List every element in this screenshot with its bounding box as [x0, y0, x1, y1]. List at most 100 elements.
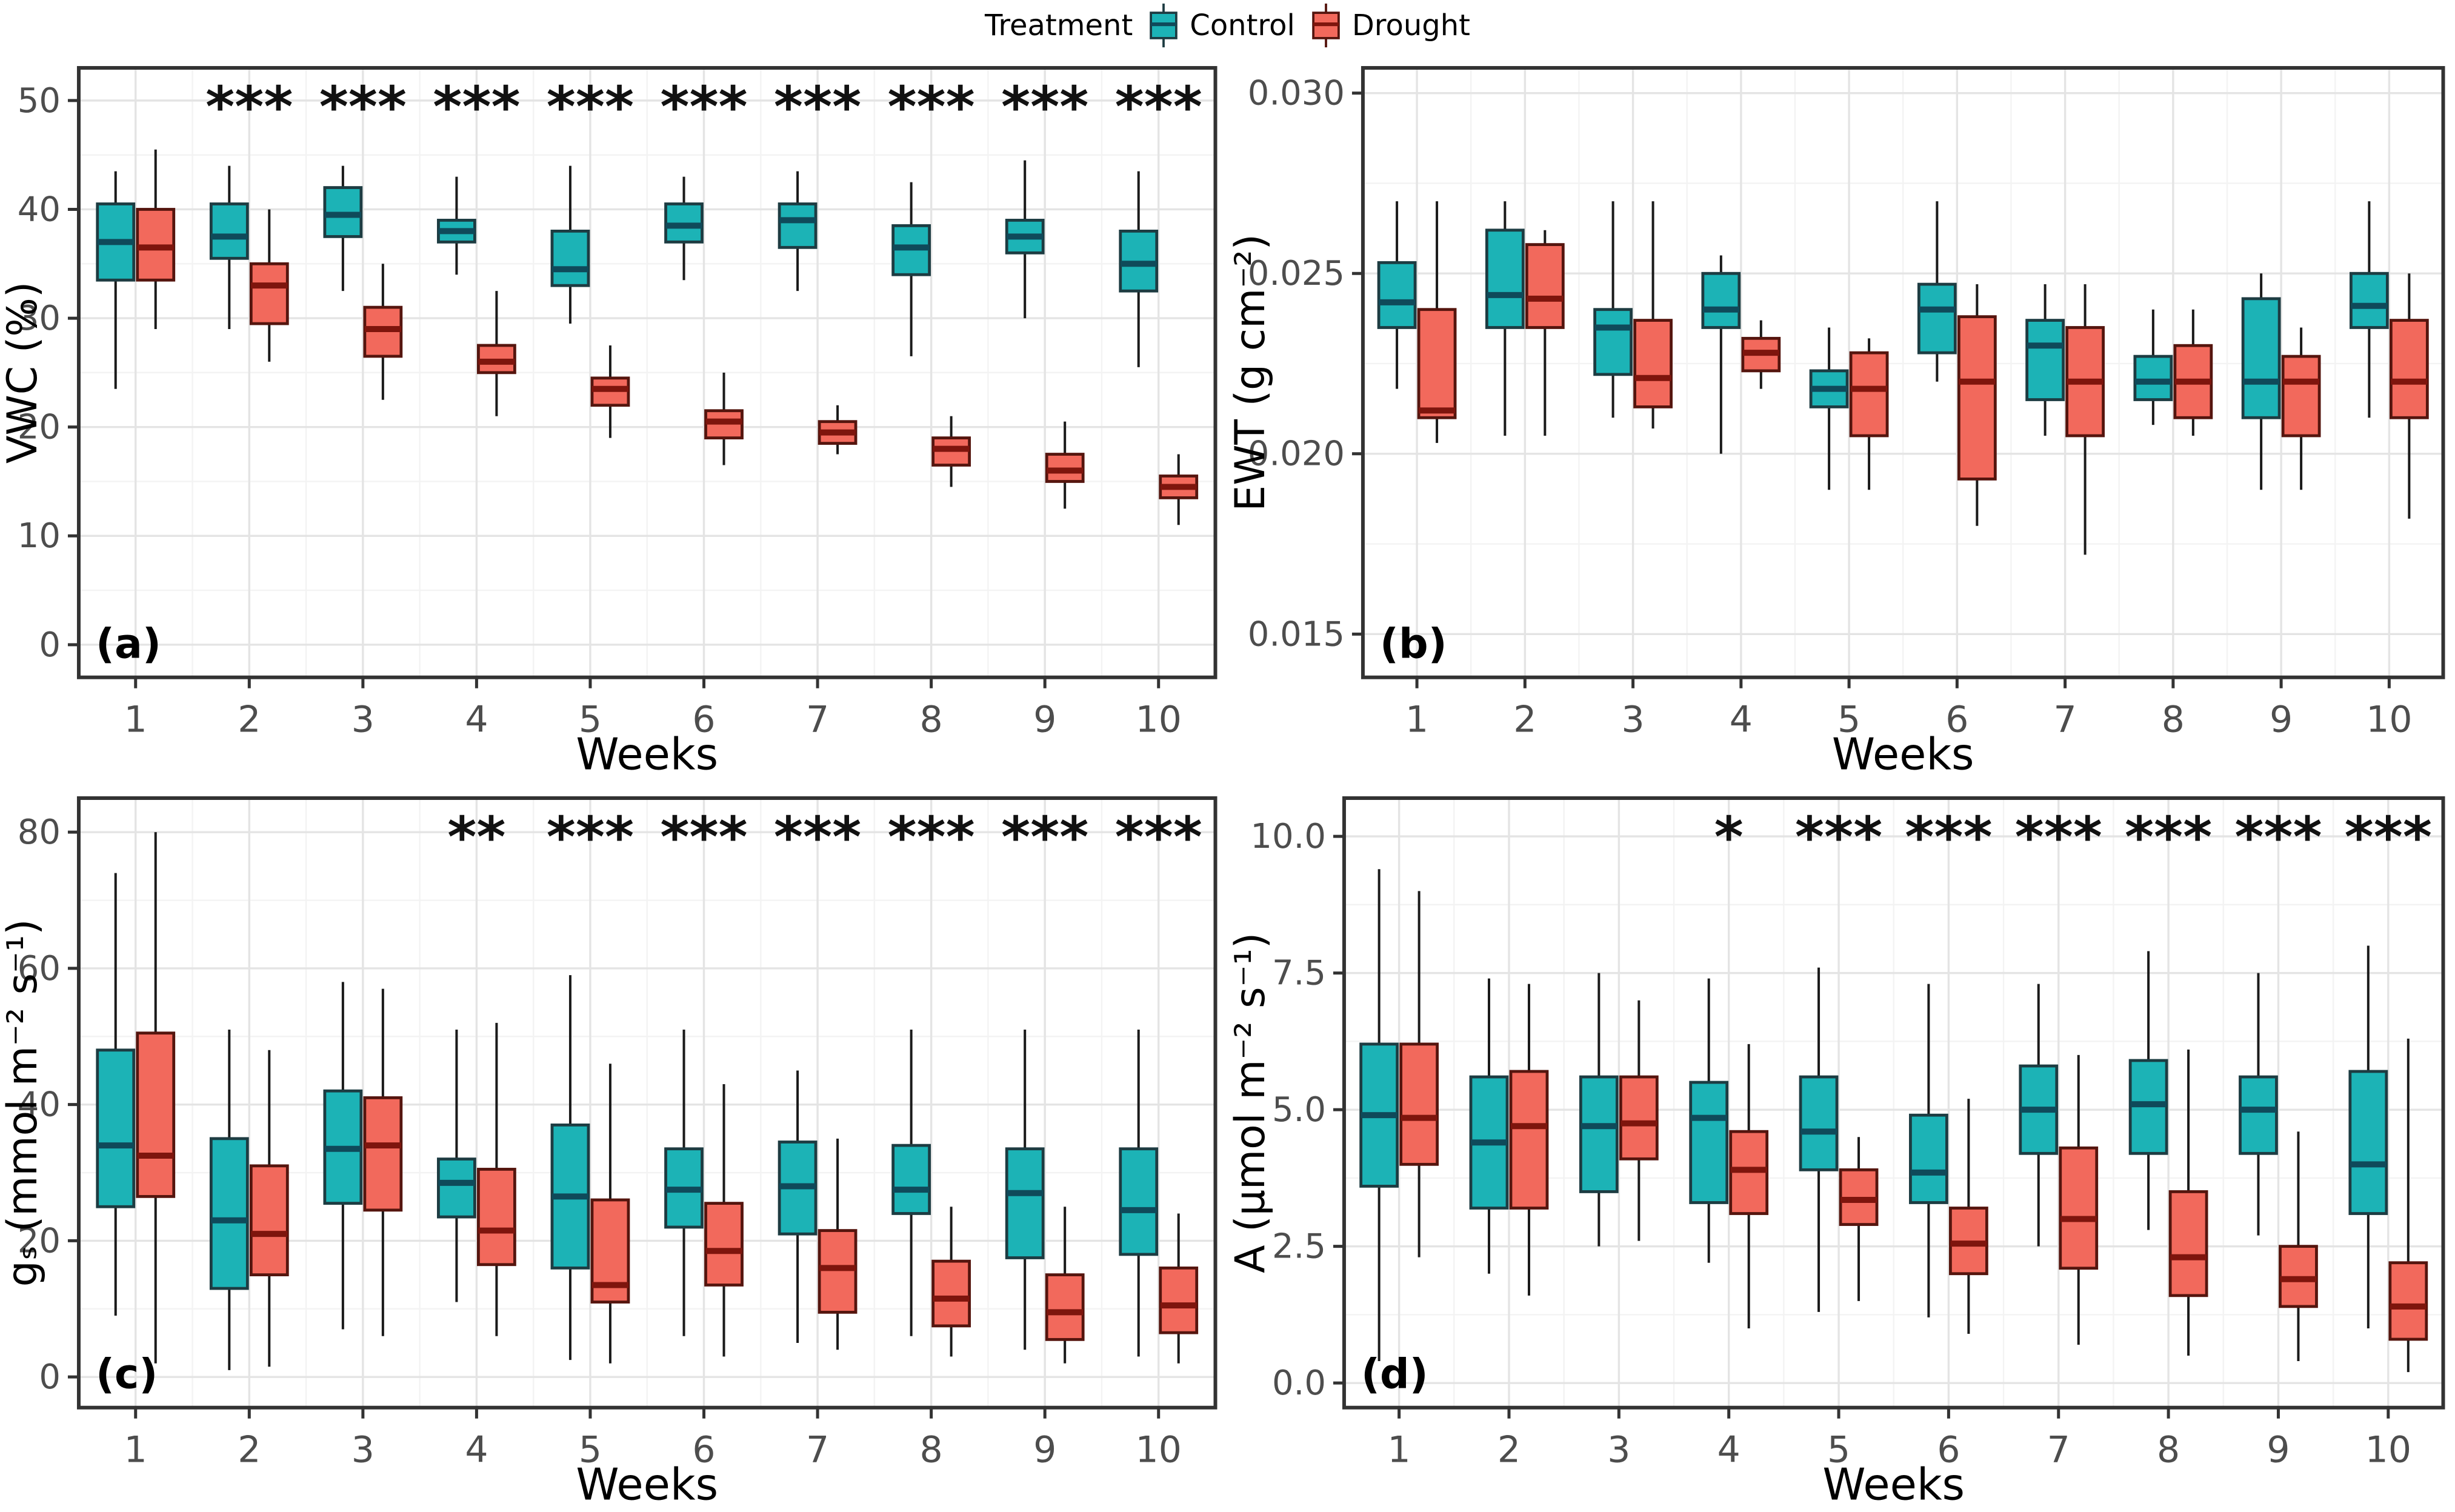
box-drought-week-6: [704, 1084, 744, 1357]
x-tick-label: 10: [2366, 698, 2412, 741]
x-tick-label: 5: [579, 698, 602, 741]
iqr-box: [891, 1144, 931, 1216]
panel-c-gs: ** *** *** *** *** *** *** (c) 0 20 40 60 80 gₛ (mmol…: [0, 781, 1228, 1512]
iqr-box: [1957, 315, 1997, 481]
box-control-week-9: [1005, 1030, 1045, 1350]
series-control: [1377, 201, 2389, 490]
grid: [78, 798, 1216, 1408]
iqr-box: [1619, 1075, 1659, 1161]
x-tick-label: 3: [1621, 698, 1644, 741]
box-control-week-7: [2018, 984, 2058, 1247]
box-drought-week-7: [818, 1139, 858, 1350]
box-control-week-8: [2133, 309, 2173, 425]
iqr-box: [1399, 1042, 1439, 1167]
y-axis: 0.015 0.020 0.025 0.030: [1247, 73, 1363, 654]
series-drought: [1417, 201, 2429, 555]
x-tick-label: 10: [2365, 1429, 2411, 1471]
box-drought-week-8: [931, 1207, 971, 1357]
box-control-week-8: [2128, 951, 2168, 1230]
x-tick-label: 1: [124, 1429, 147, 1471]
x-tick-label: 5: [1837, 698, 1860, 741]
box-control-week-6: [1908, 984, 1948, 1318]
x-tick-label: 6: [1945, 698, 1968, 741]
box-control-week-3: [1593, 201, 1633, 418]
box-control-week-9: [2238, 973, 2278, 1236]
y-tick-label: 30: [18, 299, 61, 338]
box-drought-week-10: [1159, 454, 1199, 525]
box-control-week-3: [323, 982, 363, 1330]
x-axis-title: Weeks: [1822, 1459, 1965, 1510]
box-drought-week-7: [2065, 284, 2105, 555]
legend: Treatment Control Drought: [0, 0, 2455, 51]
y-tick-label: 0: [39, 625, 61, 664]
iqr-box: [1119, 1147, 1159, 1256]
series-drought: [136, 149, 1199, 525]
box-drought-week-4: [1740, 320, 1780, 389]
box-drought-week-5: [590, 345, 630, 438]
x-tick-label: 6: [1937, 1429, 1960, 1471]
iqr-box: [818, 1229, 858, 1314]
legend-title: Treatment: [985, 8, 1133, 42]
box-control-week-6: [664, 176, 704, 280]
box-control-week-9: [1005, 160, 1045, 318]
x-tick-label: 3: [351, 1429, 375, 1471]
x-tick-label: 9: [2270, 698, 2293, 741]
y-tick-label: 40: [18, 1085, 61, 1125]
box-drought-week-4: [477, 1023, 516, 1337]
box-control-week-9: [2241, 273, 2281, 490]
significance-stars-week-5: ***: [1794, 805, 1882, 870]
significance-stars-week-3: ***: [319, 75, 407, 139]
grid: [78, 67, 1216, 678]
iqr-box: [249, 262, 289, 325]
x-tick-label: 6: [692, 698, 715, 741]
x-tick-label: 7: [2047, 1429, 2070, 1471]
x-axis: 1 2 3 4 5 6 7 8 9 10: [1405, 677, 2412, 741]
box-drought-week-4: [477, 290, 516, 416]
y-tick-label: 20: [18, 407, 61, 447]
iqr-box: [2025, 318, 2065, 401]
iqr-box: [2389, 318, 2429, 419]
box-drought-week-6: [1948, 1099, 1988, 1334]
legend-item-drought: Drought: [1308, 2, 1470, 48]
box-drought-week-2: [1509, 984, 1548, 1296]
significance-stars-week-4: *: [1714, 805, 1743, 870]
chart-a: *** *** *** *** *** *** *** *** *** (a) 0 10 20 30 40 5…: [0, 65, 1218, 779]
box-drought-week-8: [2168, 1050, 2208, 1356]
box-drought-week-3: [1633, 201, 1673, 428]
chart-b: (b) 0.015 0.020 0.025 0.030 EWT (g cm⁻²) 1 2 3 4 5…: [1228, 65, 2445, 779]
box-control-week-7: [778, 1070, 818, 1344]
panel-grid: *** *** *** *** *** *** *** *** *** (a) 0 10 20 30 40 5…: [0, 51, 2455, 1512]
significance-stars-week-6: ***: [660, 75, 747, 139]
y-tick-label: 0: [39, 1357, 61, 1397]
x-axis: 1 2 3 4 5 6 7 8 9 10: [1387, 1408, 2411, 1471]
x-tick-label: 9: [1033, 698, 1056, 741]
box-drought-week-1: [1417, 201, 1456, 443]
box-control-week-1: [96, 171, 136, 389]
x-tick-label: 4: [465, 1429, 488, 1471]
y-tick-label: 0.0: [1271, 1364, 1325, 1403]
box-control-week-4: [1688, 978, 1728, 1264]
y-tick-label: 5.0: [1271, 1090, 1325, 1130]
iqr-box: [1377, 261, 1416, 329]
iqr-box: [437, 1157, 476, 1219]
box-drought-week-3: [363, 988, 403, 1337]
box-control-week-6: [664, 1030, 704, 1337]
box-drought-week-9: [2281, 327, 2321, 490]
significance-stars-week-7: ***: [774, 805, 861, 870]
iqr-box: [2133, 355, 2173, 401]
x-tick-label: 2: [238, 1429, 261, 1471]
box-drought-week-8: [2173, 309, 2213, 436]
box-control-week-8: [891, 182, 931, 356]
iqr-box: [1417, 307, 1456, 419]
box-control-week-10: [2349, 201, 2389, 418]
grid: [1344, 798, 2443, 1408]
x-tick-label: 4: [465, 698, 488, 741]
box-control-week-7: [778, 171, 818, 291]
box-control-week-1: [1377, 201, 1416, 389]
box-control-week-3: [323, 165, 363, 291]
x-tick-label: 2: [1513, 698, 1536, 741]
iqr-box: [2241, 297, 2281, 419]
box-drought-week-7: [818, 405, 858, 455]
box-control-week-1: [1359, 869, 1399, 1362]
